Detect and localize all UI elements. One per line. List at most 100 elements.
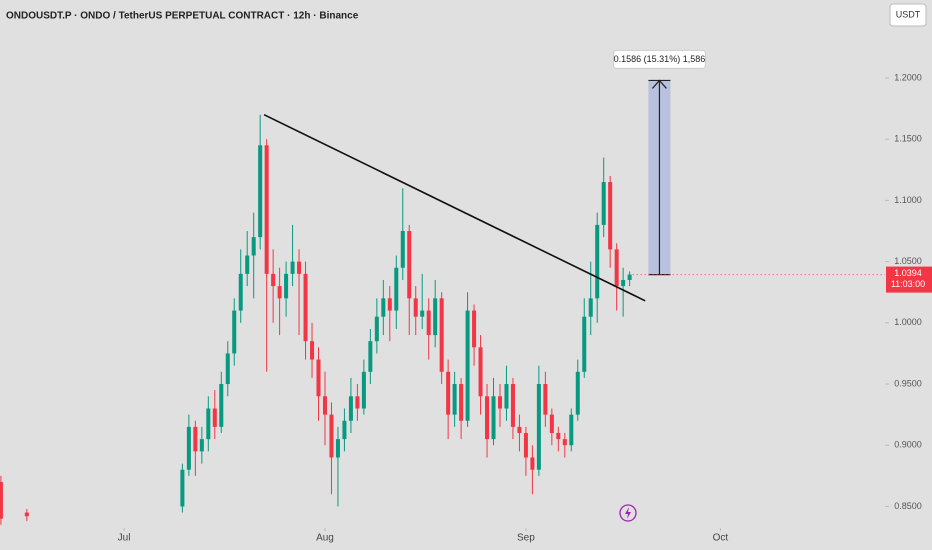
candle-body: [582, 316, 587, 372]
candle-body: [232, 310, 237, 354]
y-tick-label: 1.0000: [894, 317, 922, 327]
candle-body: [284, 273, 289, 299]
candle-body: [614, 249, 619, 287]
candle-body: [355, 396, 360, 409]
candle-body: [497, 396, 503, 409]
candle-body: [549, 414, 554, 434]
candle-body: [342, 420, 347, 440]
plot-area: [0, 114, 632, 525]
candle-body: [271, 273, 276, 287]
candle-body: [621, 279, 626, 287]
candle-body: [0, 481, 3, 519]
last-price-tag: [886, 266, 932, 293]
candle-body: [206, 408, 211, 440]
event-icon[interactable]: [619, 504, 637, 522]
candle-body: [523, 433, 528, 458]
y-tick-label: 0.9000: [894, 440, 922, 450]
candle-body: [322, 396, 327, 415]
candle-body: [472, 310, 477, 348]
candle-body: [556, 433, 561, 440]
chart-title: ONDOUSDT.P · ONDO / TetherUS PERPETUAL C…: [6, 11, 359, 22]
measure-arrowhead: [651, 79, 667, 89]
candle-body: [543, 384, 548, 415]
candle-body: [575, 371, 580, 415]
candle-body: [225, 353, 230, 385]
candle-body: [608, 182, 613, 250]
x-tick-label: Jul: [118, 533, 131, 544]
candle-body: [420, 310, 425, 317]
candle-body: [186, 426, 191, 470]
y-tick-label: 1.2000: [894, 72, 922, 82]
measure-label: 0.1586 (15.31%) 1,586: [614, 54, 706, 64]
candle-body: [387, 298, 392, 311]
candle-body: [212, 408, 217, 427]
currency-label[interactable]: USDT: [896, 9, 921, 19]
candle-body: [199, 439, 204, 452]
candle-body: [413, 298, 418, 317]
candle-body: [562, 439, 567, 446]
last-price-label: 1.0394: [894, 268, 922, 278]
candle-body: [193, 426, 198, 452]
candle-body: [400, 231, 405, 268]
candle-body: [439, 298, 444, 372]
candle-body: [361, 371, 366, 409]
candle-body: [245, 255, 250, 274]
candle-body: [238, 273, 243, 311]
candle-body: [588, 298, 593, 317]
candle-body: [258, 145, 263, 238]
candle-body: [407, 231, 412, 299]
candle-body: [478, 347, 483, 397]
candle-body: [452, 384, 457, 415]
candle-body: [277, 286, 282, 299]
candle-body: [348, 396, 353, 421]
measure-label-box: [612, 49, 706, 69]
candle-body: [394, 267, 399, 311]
candle-body: [433, 298, 438, 336]
candle-body: [504, 384, 509, 409]
y-tick-label: 1.1000: [894, 195, 922, 205]
y-tick-label: 0.9500: [894, 378, 922, 388]
candle-body: [297, 261, 302, 274]
candle-body: [530, 457, 535, 470]
y-tick-label: 1.0500: [894, 256, 922, 266]
candle-body: [251, 237, 256, 256]
candle-body: [180, 469, 185, 507]
candle-body: [627, 274, 632, 280]
candle-body: [219, 384, 224, 427]
candle-body: [335, 439, 340, 458]
candle-body: [316, 359, 321, 397]
candle-body: [446, 371, 451, 415]
candle-body: [381, 298, 386, 317]
y-tick-label: 0.8500: [894, 501, 922, 511]
candle-body: [485, 396, 490, 440]
trendline: [263, 113, 646, 302]
candle-body: [517, 426, 522, 434]
x-tick-label: Aug: [316, 533, 334, 544]
candle-body: [491, 396, 496, 440]
candle-body: [303, 273, 308, 342]
candle-body: [290, 261, 295, 274]
countdown-label: 11:03:00: [891, 279, 925, 289]
candle-body: [374, 316, 379, 342]
x-tick-label: Oct: [713, 533, 729, 544]
candle-body: [510, 384, 515, 427]
candle-body: [536, 384, 541, 470]
candle-body: [368, 341, 373, 372]
candle-body: [426, 310, 431, 336]
candle-body: [24, 512, 29, 517]
candle-body: [310, 341, 315, 360]
candle-body: [465, 310, 470, 421]
candle-body: [459, 384, 464, 421]
candle-body: [595, 224, 600, 299]
x-tick-label: Sep: [517, 533, 535, 544]
currency-button[interactable]: [889, 3, 927, 27]
candle-body: [264, 145, 269, 274]
y-tick-label: 1.1500: [894, 134, 922, 144]
candle-body: [329, 414, 334, 458]
candle-body: [569, 414, 574, 446]
event-icon-bolt: [625, 507, 631, 519]
candle-body: [601, 182, 606, 225]
